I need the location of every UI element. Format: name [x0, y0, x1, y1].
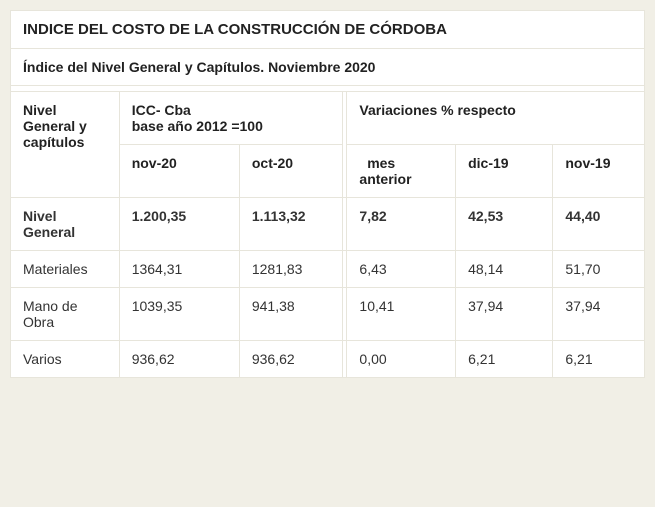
row-dic19: 6,21 [456, 341, 553, 378]
row-nov20: 1039,35 [119, 288, 239, 341]
row-nov19: 44,40 [553, 198, 645, 251]
row-mes-ant: 7,82 [347, 198, 456, 251]
table-row: Mano de Obra 1039,35 941,38 10,41 37,94 … [11, 288, 645, 341]
data-table: INDICE DEL COSTO DE LA CONSTRUCCIÓN DE C… [10, 10, 645, 378]
row-label: Nivel General [11, 198, 120, 251]
header-variations: Variaciones % respecto [347, 92, 645, 145]
title-row: INDICE DEL COSTO DE LA CONSTRUCCIÓN DE C… [11, 11, 645, 49]
header-mes-anterior: mes anterior [347, 145, 456, 198]
row-oct20: 941,38 [239, 288, 342, 341]
row-mes-ant: 10,41 [347, 288, 456, 341]
header-icc: ICC- Cba base año 2012 =100 [119, 92, 342, 145]
table-subtitle: Índice del Nivel General y Capítulos. No… [11, 49, 645, 86]
table-row: Varios 936,62 936,62 0,00 6,21 6,21 [11, 341, 645, 378]
row-nov20: 936,62 [119, 341, 239, 378]
row-nov19: 51,70 [553, 251, 645, 288]
row-nov19: 6,21 [553, 341, 645, 378]
row-mes-ant: 6,43 [347, 251, 456, 288]
row-nov20: 1.200,35 [119, 198, 239, 251]
header-dic19: dic-19 [456, 145, 553, 198]
row-oct20: 936,62 [239, 341, 342, 378]
table-title: INDICE DEL COSTO DE LA CONSTRUCCIÓN DE C… [11, 11, 645, 49]
row-nov20: 1364,31 [119, 251, 239, 288]
row-oct20: 1.113,32 [239, 198, 342, 251]
header-mes-line2: anterior [359, 171, 411, 187]
row-label: Mano de Obra [11, 288, 120, 341]
row-mes-ant: 0,00 [347, 341, 456, 378]
subtitle-row: Índice del Nivel General y Capítulos. No… [11, 49, 645, 86]
header-group-label: Nivel General y capítulos [11, 92, 120, 198]
row-nov19: 37,94 [553, 288, 645, 341]
header-nov20: nov-20 [119, 145, 239, 198]
header-nov19: nov-19 [553, 145, 645, 198]
row-label: Materiales [11, 251, 120, 288]
table-container: INDICE DEL COSTO DE LA CONSTRUCCIÓN DE C… [0, 0, 655, 388]
table-row: Materiales 1364,31 1281,83 6,43 48,14 51… [11, 251, 645, 288]
header-icc-line1: ICC- Cba [132, 102, 191, 118]
row-dic19: 42,53 [456, 198, 553, 251]
header-row-1: Nivel General y capítulos ICC- Cba base … [11, 92, 645, 145]
table-row: Nivel General 1.200,35 1.113,32 7,82 42,… [11, 198, 645, 251]
row-oct20: 1281,83 [239, 251, 342, 288]
row-label: Varios [11, 341, 120, 378]
row-dic19: 48,14 [456, 251, 553, 288]
header-mes-line1: mes [367, 155, 395, 171]
row-dic19: 37,94 [456, 288, 553, 341]
header-icc-line2: base año 2012 =100 [132, 118, 263, 134]
header-oct20: oct-20 [239, 145, 342, 198]
